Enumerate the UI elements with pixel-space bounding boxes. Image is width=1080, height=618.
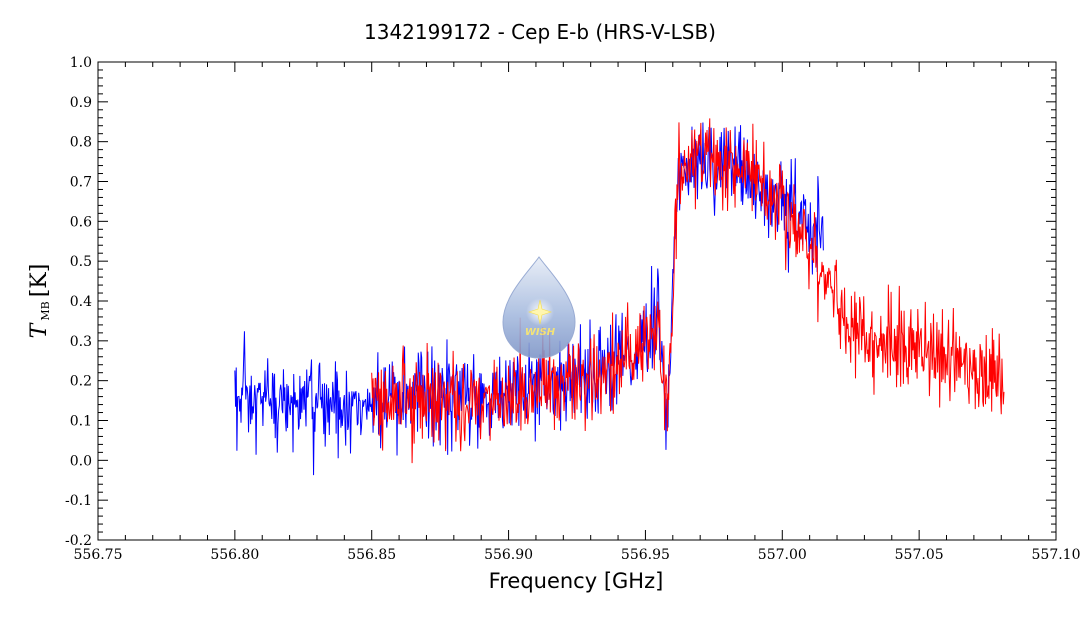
y-tick-label: 0.1 <box>70 414 92 430</box>
y-axis-label-unit: [K] <box>27 264 52 298</box>
x-tick-label: 556.75 <box>74 547 123 563</box>
y-tick-label: 0.2 <box>70 374 92 390</box>
y-axis-label-main: T <box>27 321 52 338</box>
wish-logo: WISH <box>502 256 576 359</box>
star-icon <box>528 299 552 325</box>
y-axis-label: TMB [K] <box>27 264 52 339</box>
x-tick-label: 557.10 <box>1032 547 1080 563</box>
x-tick-label: 557.00 <box>758 547 807 563</box>
x-tick-label: 556.95 <box>621 547 670 563</box>
series-line-2 <box>371 118 1005 464</box>
plot-frame <box>97 61 1057 541</box>
y-tick-label: 0.7 <box>70 175 92 191</box>
y-tick-label: 0.9 <box>70 95 92 111</box>
x-tick-label: 556.85 <box>347 547 396 563</box>
y-tick-label: 0.5 <box>70 254 92 270</box>
y-tick-label: -0.1 <box>65 493 92 509</box>
series-layer <box>234 118 1005 476</box>
x-tick-label: 557.05 <box>895 547 944 563</box>
y-axis-ticks: -0.2 -0.1 0.0 0.1 0.2 0.3 0.4 0.5 0.6 0.7 0.8 0.9 1.… <box>65 55 1056 549</box>
y-tick-label: 0.0 <box>70 453 92 469</box>
y-tick-label: 0.4 <box>70 294 92 310</box>
x-axis-label: Frequency [GHz] <box>489 569 664 593</box>
y-axis-label-subscript: MB <box>39 301 52 320</box>
x-axis-ticks: 556.75 556.80 556.85 556.90 556.95 557.00 557.… <box>74 62 1080 563</box>
logo-text: WISH <box>525 327 556 338</box>
y-tick-label: 0.8 <box>70 135 92 151</box>
x-tick-label: 556.90 <box>484 547 533 563</box>
x-tick-label: 556.80 <box>210 547 259 563</box>
y-tick-label: 0.3 <box>70 334 92 350</box>
y-tick-label: 1.0 <box>70 55 92 71</box>
plot-border <box>97 61 1057 541</box>
y-tick-label: -0.2 <box>65 533 92 549</box>
chart-title: 1342199172 - Cep E-b (HRS-V-LSB) <box>364 20 716 44</box>
y-tick-label: 0.6 <box>70 214 92 230</box>
